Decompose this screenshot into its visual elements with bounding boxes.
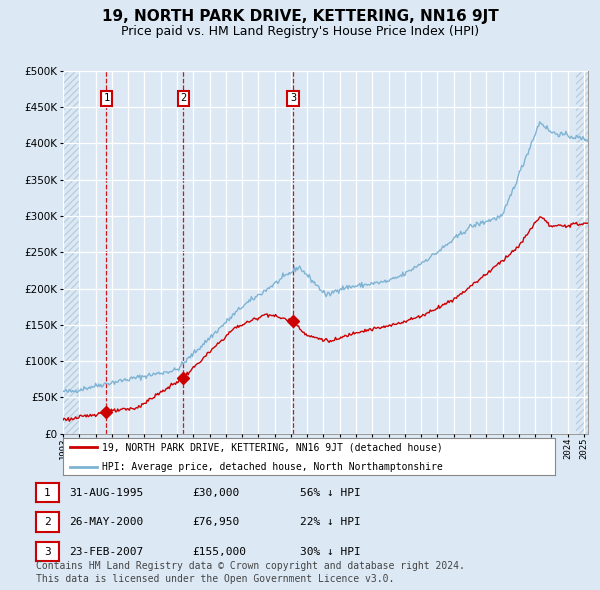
Text: Price paid vs. HM Land Registry's House Price Index (HPI): Price paid vs. HM Land Registry's House …: [121, 25, 479, 38]
Text: 56% ↓ HPI: 56% ↓ HPI: [300, 488, 361, 497]
Text: £155,000: £155,000: [192, 547, 246, 556]
Text: 31-AUG-1995: 31-AUG-1995: [69, 488, 143, 497]
Text: Contains HM Land Registry data © Crown copyright and database right 2024.: Contains HM Land Registry data © Crown c…: [36, 561, 465, 571]
Text: 1: 1: [103, 93, 109, 103]
Text: 19, NORTH PARK DRIVE, KETTERING, NN16 9JT: 19, NORTH PARK DRIVE, KETTERING, NN16 9J…: [101, 9, 499, 24]
Bar: [63, 71, 79, 434]
Text: 2: 2: [44, 517, 51, 527]
Text: 23-FEB-2007: 23-FEB-2007: [69, 547, 143, 556]
Text: 19, NORTH PARK DRIVE, KETTERING, NN16 9JT (detached house): 19, NORTH PARK DRIVE, KETTERING, NN16 9J…: [103, 442, 443, 452]
Text: 3: 3: [290, 93, 296, 103]
Text: 30% ↓ HPI: 30% ↓ HPI: [300, 547, 361, 556]
Text: 2: 2: [180, 93, 187, 103]
Text: 1: 1: [44, 488, 51, 497]
Text: 26-MAY-2000: 26-MAY-2000: [69, 517, 143, 527]
Text: 3: 3: [44, 547, 51, 556]
Text: This data is licensed under the Open Government Licence v3.0.: This data is licensed under the Open Gov…: [36, 574, 394, 584]
Text: HPI: Average price, detached house, North Northamptonshire: HPI: Average price, detached house, Nort…: [103, 462, 443, 472]
Text: £76,950: £76,950: [192, 517, 239, 527]
Text: 22% ↓ HPI: 22% ↓ HPI: [300, 517, 361, 527]
Text: £30,000: £30,000: [192, 488, 239, 497]
Bar: [576, 71, 588, 434]
